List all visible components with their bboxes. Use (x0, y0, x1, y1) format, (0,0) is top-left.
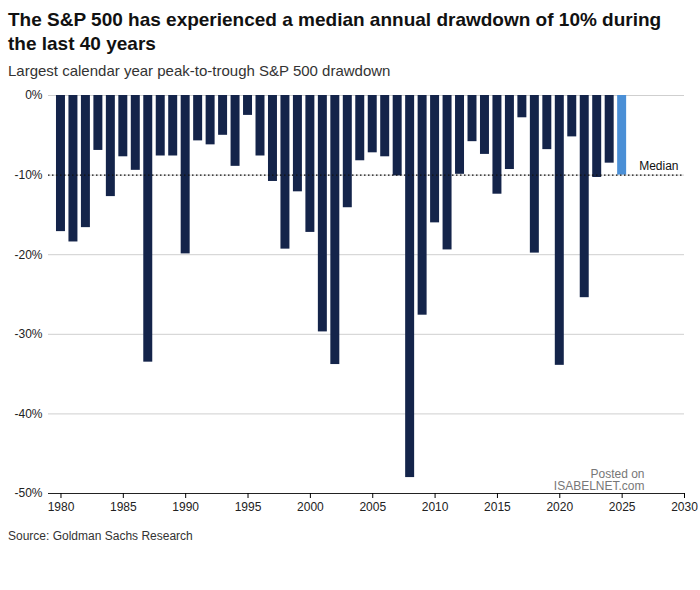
html-text:The S&P 500 has experienced a: The S&P 500 has experienced a median ann… (8, 9, 662, 54)
svg-text:2030: 2030 (671, 500, 698, 514)
svg-text:Median: Median (639, 159, 678, 173)
html-text:Largest calendar year peak-to-: Largest calendar year peak-to-trough S&P… (8, 62, 391, 79)
svg-text:-20%: -20% (14, 248, 42, 262)
svg-text:1980: 1980 (48, 500, 75, 514)
svg-text:2015: 2015 (484, 500, 511, 514)
svg-text:-30%: -30% (14, 327, 42, 341)
html-text:Source: Goldman Sachs Research: Source: Goldman Sachs Research (8, 529, 193, 543)
svg-text:2010: 2010 (422, 500, 449, 514)
svg-text:-50%: -50% (14, 486, 42, 500)
svg-text:0%: 0% (25, 88, 43, 102)
svg-text:-40%: -40% (14, 407, 42, 421)
svg-text:1995: 1995 (235, 500, 262, 514)
svg-text:1985: 1985 (110, 500, 137, 514)
svg-text:2020: 2020 (546, 500, 573, 514)
svg-text:1990: 1990 (172, 500, 199, 514)
svg-text:2025: 2025 (609, 500, 636, 514)
svg-text:-10%: -10% (14, 168, 42, 182)
svg-text:Posted onISABELNET.com: Posted onISABELNET.com (554, 467, 645, 493)
svg-text:2000: 2000 (297, 500, 324, 514)
svg-text:2005: 2005 (359, 500, 386, 514)
